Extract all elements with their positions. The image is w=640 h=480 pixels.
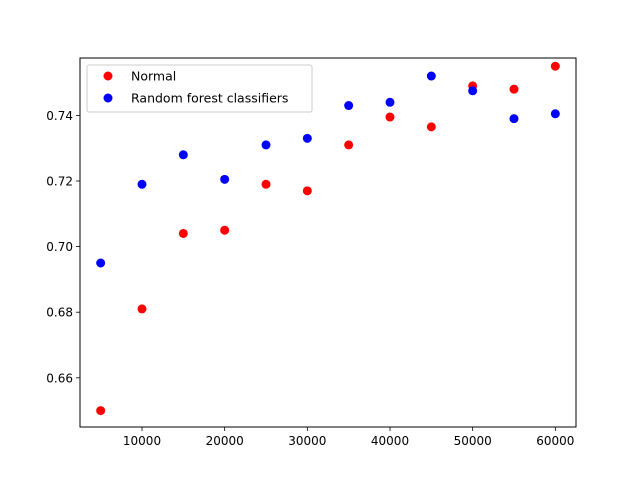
point-normal — [344, 140, 354, 150]
point-random-forest-classifiers — [468, 86, 478, 96]
legend-label-random-forest: Random forest classifiers — [131, 91, 288, 106]
point-random-forest-classifiers — [426, 71, 436, 81]
y-axis: 0.66 0.68 0.70 0.72 0.74 — [46, 109, 80, 385]
x-tick-label: 40000 — [371, 434, 409, 448]
x-tick-label: 10000 — [123, 434, 161, 448]
point-random-forest-classifiers — [302, 133, 312, 143]
y-tick-label: 0.72 — [46, 175, 73, 189]
point-normal — [178, 228, 188, 238]
legend-marker-random-forest — [103, 93, 113, 103]
x-tick-label: 30000 — [288, 434, 326, 448]
point-normal — [550, 61, 560, 71]
x-axis: 10000 20000 30000 40000 50000 60000 — [123, 427, 574, 448]
y-tick-label: 0.70 — [46, 240, 73, 254]
legend-box — [86, 64, 313, 113]
point-random-forest-classifiers — [509, 114, 519, 124]
y-tick-label: 0.74 — [46, 109, 73, 123]
point-random-forest-classifiers — [261, 140, 271, 150]
y-tick-label: 0.68 — [46, 306, 73, 320]
axes-frame — [79, 57, 577, 428]
legend: Normal Random forest classifiers — [86, 64, 313, 113]
point-normal — [385, 112, 395, 122]
point-normal — [96, 406, 106, 416]
x-tick-label: 50000 — [454, 434, 492, 448]
point-random-forest-classifiers — [220, 174, 230, 184]
legend-marker-normal — [103, 71, 113, 81]
point-random-forest-classifiers — [137, 179, 147, 189]
point-random-forest-classifiers — [550, 109, 560, 119]
point-normal — [137, 304, 147, 314]
point-normal — [509, 84, 519, 94]
point-normal — [261, 179, 271, 189]
point-random-forest-classifiers — [178, 150, 188, 160]
point-normal — [220, 225, 230, 235]
point-random-forest-classifiers — [385, 97, 395, 107]
data-points — [96, 61, 560, 416]
point-normal — [302, 186, 312, 196]
point-random-forest-classifiers — [344, 101, 354, 111]
point-normal — [426, 122, 436, 132]
x-tick-label: 60000 — [536, 434, 574, 448]
y-tick-label: 0.66 — [46, 371, 73, 385]
plot-area — [79, 57, 577, 428]
legend-label-normal: Normal — [131, 69, 176, 84]
point-random-forest-classifiers — [96, 258, 106, 268]
x-tick-label: 20000 — [206, 434, 244, 448]
